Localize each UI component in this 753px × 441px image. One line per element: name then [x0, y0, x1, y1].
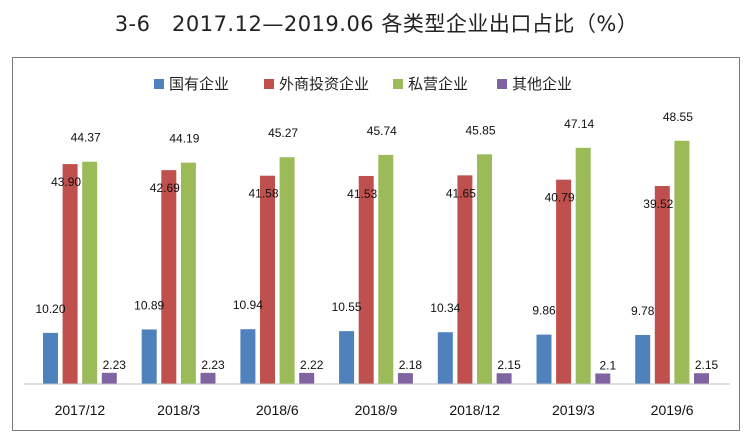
- data-label-3-6: 2.15: [695, 358, 719, 372]
- bar-0-5: [536, 334, 552, 384]
- bar-0-0: [43, 332, 58, 384]
- x-tick-label-1: 2018/3: [157, 402, 200, 418]
- chart-frame: [12, 57, 740, 431]
- data-label-1-1: 42.69: [150, 181, 180, 195]
- data-label-0-1: 10.89: [134, 298, 164, 312]
- bar-2-1: [180, 162, 196, 384]
- bar-3-3: [397, 373, 413, 384]
- bar-3-2: [299, 372, 315, 384]
- data-label-3-1: 2.23: [201, 358, 225, 372]
- data-label-2-0: 44.37: [71, 131, 101, 145]
- bar-3-5: [595, 373, 611, 384]
- bar-1-4: [457, 175, 473, 384]
- bar-1-0: [62, 164, 78, 384]
- bar-3-1: [200, 372, 216, 384]
- bar-3-4: [496, 373, 512, 384]
- data-label-0-5: 9.86: [532, 304, 556, 318]
- bar-1-1: [161, 170, 177, 384]
- bar-1-3: [358, 175, 374, 384]
- bar-0-6: [635, 335, 651, 384]
- x-tick-label-4: 2018/12: [449, 402, 500, 418]
- chart-title: 3-6 2017.12—2019.06 各类型企业出口占比（%）: [114, 12, 639, 36]
- bar-3-0: [101, 372, 117, 384]
- legend-swatch-1: [264, 79, 274, 89]
- data-label-0-4: 10.34: [430, 301, 460, 315]
- legend-label-0: 国有企业: [169, 75, 229, 93]
- legend-label-3: 其他企业: [512, 75, 572, 93]
- bar-0-2: [240, 329, 256, 384]
- bar-2-6: [674, 140, 690, 384]
- bar-2-5: [575, 147, 591, 384]
- legend-swatch-2: [393, 79, 403, 89]
- x-tick-label-6: 2019/6: [651, 402, 694, 418]
- data-label-0-3: 10.55: [332, 300, 362, 314]
- bar-2-0: [82, 161, 98, 384]
- legend-label-2: 私营企业: [408, 75, 468, 93]
- data-label-0-6: 9.78: [631, 304, 655, 318]
- data-label-3-3: 2.18: [399, 358, 423, 372]
- data-label-3-4: 2.15: [497, 358, 521, 372]
- bar-0-1: [141, 329, 157, 384]
- data-label-1-5: 40.79: [545, 191, 575, 205]
- data-label-1-4: 41.65: [446, 186, 476, 200]
- data-label-2-1: 44.19: [169, 132, 199, 146]
- bars: [43, 140, 709, 384]
- bar-1-2: [260, 175, 275, 384]
- data-labels: 10.20 43.90 44.37 2.23 10.89 42.69 44.19 2.23 10…: [35, 110, 718, 373]
- data-label-1-0: 43.90: [51, 175, 81, 189]
- bar-2-2: [279, 157, 295, 384]
- x-tick-label-0: 2017/12: [55, 402, 106, 418]
- data-label-3-2: 2.22: [300, 358, 324, 372]
- data-label-2-4: 45.85: [465, 123, 495, 137]
- bar-1-6: [654, 186, 670, 384]
- data-label-2-6: 48.55: [663, 110, 693, 124]
- bar-3-6: [694, 373, 709, 384]
- data-label-1-6: 39.52: [643, 197, 673, 211]
- bar-2-3: [378, 154, 394, 384]
- data-label-0-0: 10.20: [35, 302, 65, 316]
- data-label-3-0: 2.23: [103, 358, 127, 372]
- data-label-0-2: 10.94: [233, 298, 263, 312]
- x-tick-label-5: 2019/3: [552, 402, 595, 418]
- bar-1-5: [556, 179, 572, 384]
- data-label-2-2: 45.27: [268, 126, 298, 140]
- data-label-1-3: 41.53: [347, 187, 377, 201]
- x-tick-label-3: 2018/9: [355, 402, 398, 418]
- bar-2-4: [477, 154, 492, 384]
- bar-0-4: [437, 332, 453, 384]
- x-tick-label-2: 2018/6: [256, 402, 299, 418]
- data-label-3-5: 2.1: [599, 358, 616, 372]
- x-tick-labels: 2017/12 2018/3 2018/6 2018/9 2018/12 2019/3 20…: [55, 402, 694, 418]
- legend-label-1: 外商投资企业: [279, 75, 369, 93]
- data-label-2-3: 45.74: [367, 124, 397, 138]
- bar-0-3: [339, 331, 355, 384]
- legend: 国有企业 外商投资企业 私营企业 其他企业: [154, 75, 572, 93]
- data-label-1-2: 41.58: [248, 187, 278, 201]
- legend-swatch-3: [497, 79, 507, 89]
- legend-swatch-0: [154, 79, 164, 89]
- data-label-2-5: 47.14: [564, 117, 594, 131]
